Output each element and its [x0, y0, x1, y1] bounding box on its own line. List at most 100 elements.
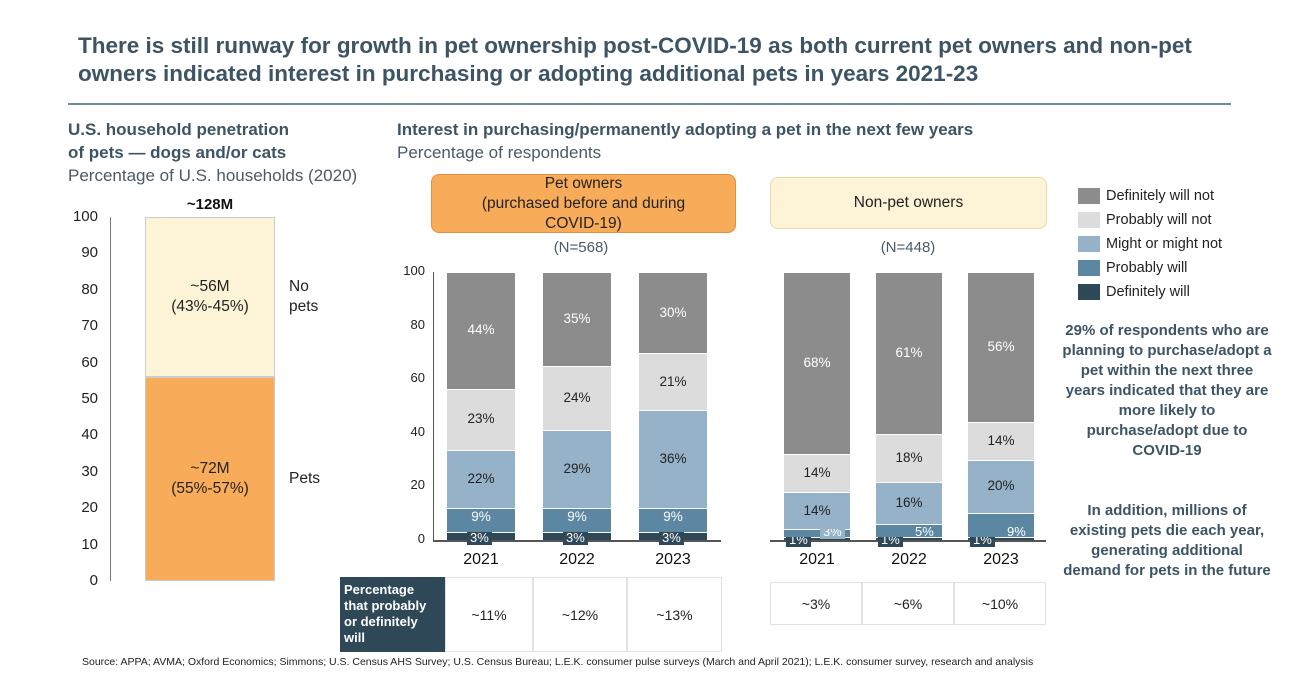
middle-heading: Interest in purchasing/permanently adopt… — [397, 120, 974, 139]
total-label: ~128M — [186, 196, 234, 213]
data-label: 68% — [803, 355, 831, 371]
data-label: 3% — [563, 530, 588, 545]
y-tick-label: 0 — [417, 531, 425, 546]
legend-item: Probably will — [1078, 256, 1222, 280]
table-cell: ~3% — [770, 582, 862, 625]
bar-segment-probably-will-not — [968, 422, 1034, 460]
data-label: 16% — [895, 494, 923, 510]
bar-segment-might-or-might-not — [876, 481, 942, 525]
legend-label: Probably will not — [1106, 212, 1212, 228]
bar-segment-probably-will — [543, 507, 611, 532]
bar-segment-definitely-will-not — [447, 272, 515, 389]
y-tick-label: 40 — [410, 423, 425, 439]
bar-segment-probably-will-not — [784, 454, 850, 492]
x-tick-label: 2023 — [983, 551, 1019, 568]
source-note: Source: APPA; AVMA; Oxford Economics; Si… — [82, 656, 1034, 668]
legend-item: Definitely will — [1078, 280, 1222, 304]
y-axis — [433, 272, 434, 540]
legend-item: Definitely will not — [1078, 184, 1222, 208]
bar-segment-might-or-might-not — [543, 430, 611, 508]
y-tick-label: 60 — [410, 370, 425, 386]
legend-label: Definitely will — [1106, 284, 1190, 300]
bar-segment-definitely-will — [876, 537, 942, 540]
bar-segment-might-or-might-not — [639, 410, 707, 508]
bar-segment-pets — [145, 377, 275, 581]
x-axis — [770, 540, 1046, 542]
data-label: 14% — [803, 502, 831, 518]
category-label: No pets — [289, 278, 319, 316]
data-label: 3% — [659, 530, 684, 545]
non-pet-owners-n: (N=448) — [880, 239, 936, 256]
bar-segment-definitely-will-not — [876, 272, 942, 434]
legend-swatch — [1078, 260, 1100, 276]
x-tick-label: 2021 — [463, 551, 499, 568]
note-pet-deaths: In addition, millions of existing pets d… — [1063, 502, 1271, 579]
legend-label: Probably will — [1106, 260, 1188, 276]
slide-title: There is still runway for growth in pet … — [78, 33, 1192, 86]
data-label: 36% — [659, 450, 687, 466]
data-label: 5% — [915, 524, 934, 539]
pet-owners-header: Pet owners (purchased before and during … — [431, 174, 736, 233]
bar-segment-probably-will-not — [543, 365, 611, 431]
table-row-label: Percentage that probably or definitely w… — [340, 577, 445, 652]
data-label: 14% — [987, 432, 1015, 448]
category-label: Pets — [289, 470, 321, 488]
bar-segment-probably-will — [968, 513, 1034, 538]
pet-owners-n: (N=568) — [553, 239, 609, 256]
legend-label: Definitely will not — [1106, 188, 1214, 204]
bar-segment-definitely-will-not — [543, 272, 611, 366]
data-label: 56% — [987, 339, 1015, 355]
legend-item: Probably will not — [1078, 208, 1222, 232]
bar-segment-probably-will — [784, 529, 850, 538]
data-label: 9% — [663, 508, 683, 524]
bar-segment-probably-will-not — [447, 388, 515, 450]
data-label: 29% — [563, 460, 591, 476]
y-tick-label: 20 — [410, 477, 425, 493]
left-subtitle: Percentage of U.S. households (2020) — [68, 166, 358, 185]
legend-swatch — [1078, 236, 1100, 252]
left-heading-2: of pets — dogs and/or cats — [68, 143, 287, 162]
data-label: 23% — [467, 411, 495, 427]
y-tick-label: 100 — [72, 208, 98, 225]
bar-segment-definitely-will-not — [639, 272, 707, 354]
bar-segment-no-pets — [145, 217, 275, 378]
y-tick-label: 40 — [81, 426, 98, 444]
bar-segment-definitely-will-not — [784, 272, 850, 455]
segment-label: ~56M (43%-45%) — [171, 278, 249, 316]
legend-swatch — [1078, 284, 1100, 300]
data-label: 44% — [467, 322, 495, 338]
data-label: 3% — [467, 530, 492, 545]
x-tick-label: 2022 — [891, 551, 927, 568]
data-label: 14% — [803, 465, 831, 480]
table-cell: ~12% — [533, 577, 627, 652]
y-tick-label: 70 — [81, 317, 98, 335]
x-tick-label: 2023 — [655, 551, 691, 568]
non-pet-owners-header: Non-pet owners — [770, 177, 1047, 229]
x-tick-label: 2021 — [799, 551, 835, 568]
bar-segment-probably-will-not — [876, 433, 942, 482]
data-label: 9% — [1007, 524, 1026, 539]
y-tick-label: 20 — [81, 499, 98, 517]
segment-label: ~72M (55%-57%) — [171, 460, 249, 498]
bar-segment-might-or-might-not — [784, 491, 850, 530]
bar-segment-definitely-will-not — [968, 272, 1034, 423]
y-axis — [110, 217, 111, 581]
left-heading-1: U.S. household penetration — [68, 120, 290, 139]
data-label: 18% — [895, 449, 923, 465]
data-label: 20% — [987, 478, 1015, 494]
y-tick-label: 60 — [81, 353, 98, 371]
legend: Definitely will not Probably will not Migh… — [1078, 184, 1222, 304]
legend-label: Might or might not — [1106, 236, 1223, 252]
bar-segment-probably-will — [639, 507, 707, 532]
legend-item: Might or might not — [1078, 232, 1222, 256]
middle-subtitle: Percentage of respondents — [397, 143, 602, 162]
data-label: 61% — [895, 344, 923, 360]
data-label: 9% — [471, 509, 491, 525]
y-tick-label: 90 — [81, 244, 98, 262]
table-cell: ~13% — [627, 577, 722, 652]
data-label: 21% — [659, 373, 687, 389]
data-label: 9% — [567, 508, 587, 524]
bar-segment-definitely-will — [968, 537, 1034, 540]
bar-segment-might-or-might-not — [968, 459, 1034, 514]
data-label: 24% — [563, 389, 591, 405]
